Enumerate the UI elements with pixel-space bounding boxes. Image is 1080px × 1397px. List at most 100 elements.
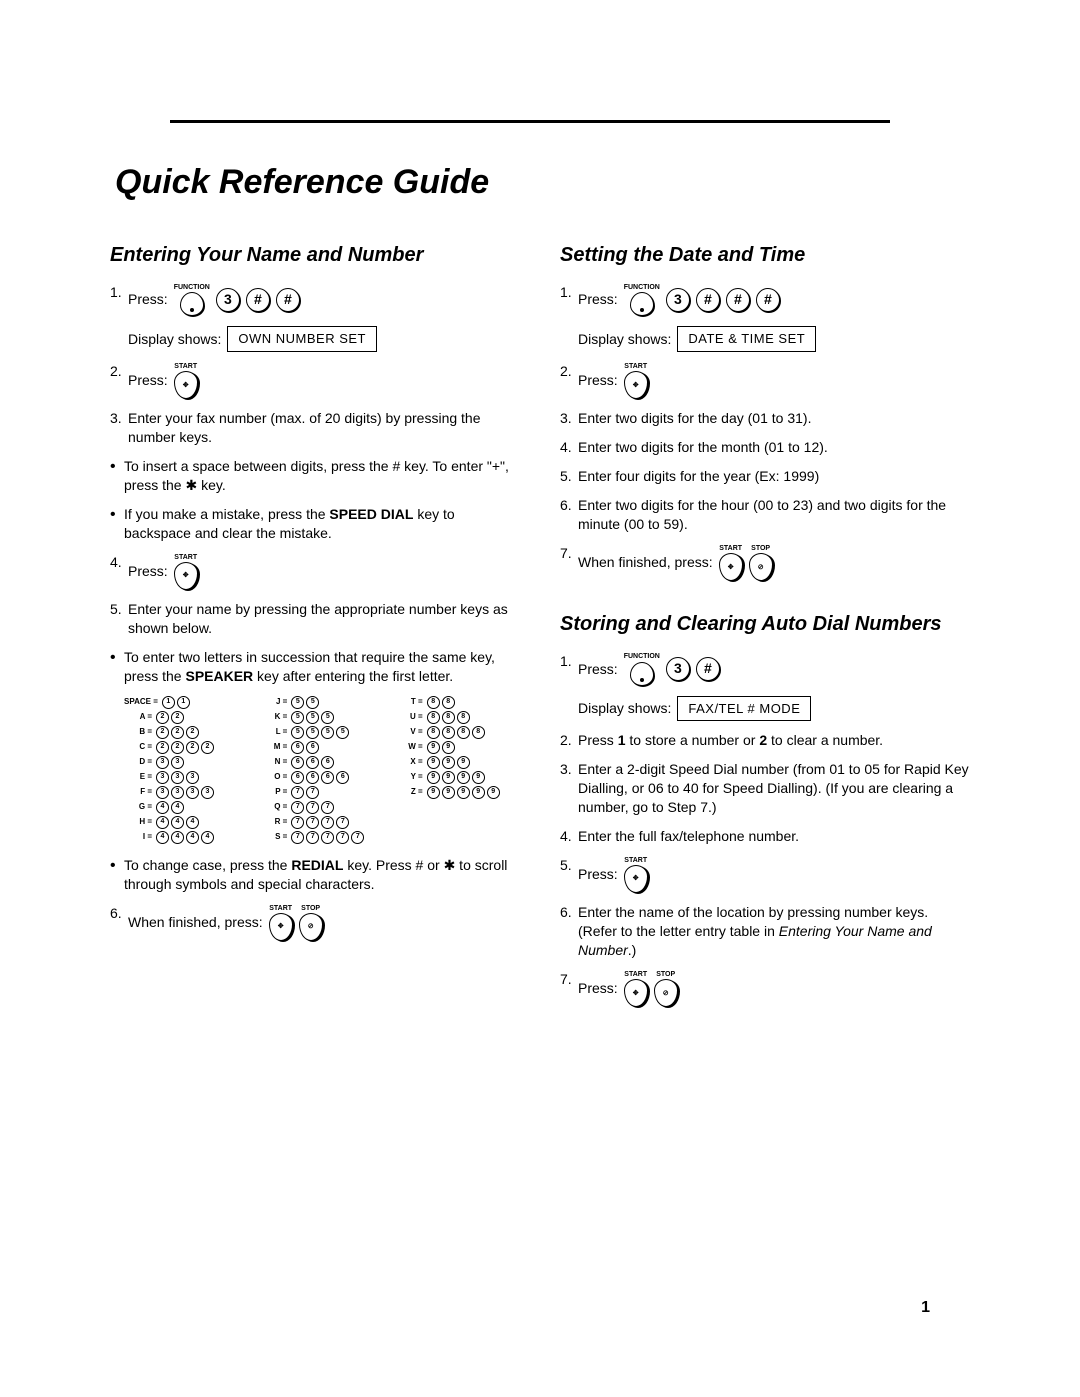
sec1-step4: 4. Press: START ✥ (110, 553, 520, 590)
sec3-step5: 5. Press: START ✥ (560, 856, 970, 893)
start-icon: ✥ (174, 562, 198, 590)
tiny-key: 3 (156, 786, 169, 799)
start-button: START ✥ (174, 553, 198, 590)
letter-table-row: Z =99999 (395, 786, 520, 799)
tiny-key: 9 (442, 756, 455, 769)
tiny-key: 2 (156, 711, 169, 724)
bullet-text: To insert a space between digits, press … (124, 458, 509, 493)
letter-label: M = (259, 742, 289, 753)
tiny-key: 6 (321, 771, 334, 784)
letter-table-row: A =22 (124, 711, 249, 724)
tiny-key: 5 (306, 696, 319, 709)
tiny-key: 9 (457, 771, 470, 784)
tiny-key: 6 (306, 741, 319, 754)
tiny-key: 8 (442, 711, 455, 724)
tiny-key: 2 (156, 741, 169, 754)
bullet-text: key. Press # or (343, 857, 443, 873)
letter-label: R = (259, 817, 289, 828)
tiny-key: 9 (427, 756, 440, 769)
tiny-key: 2 (171, 711, 184, 724)
sec1-step1: 1. Press: FUNCTION 3 # # (110, 283, 520, 316)
columns: Entering Your Name and Number 1. Press: … (110, 242, 970, 1017)
tiny-key: 9 (427, 741, 440, 754)
tiny-key: 4 (186, 831, 199, 844)
start-icon: ✥ (624, 371, 648, 399)
key-hash: # (246, 288, 270, 312)
column-left: Entering Your Name and Number 1. Press: … (110, 242, 520, 1017)
letter-table-row: K =555 (259, 711, 384, 724)
start-icon: ✥ (269, 913, 293, 941)
letter-table-row: T =88 (395, 696, 520, 709)
start-label: START (719, 544, 742, 553)
tiny-key: 9 (472, 771, 485, 784)
letter-label: U = (395, 712, 425, 723)
start-button: START ✥ (269, 904, 293, 941)
letter-label: X = (395, 757, 425, 768)
letter-label: A = (124, 712, 154, 723)
letter-table-row: U =888 (395, 711, 520, 724)
letter-table-row: G =44 (124, 801, 249, 814)
start-button: START ✥ (719, 544, 743, 581)
key-hash: # (696, 288, 720, 312)
tiny-key: 5 (321, 726, 334, 739)
step-num: 4. (110, 553, 128, 572)
tiny-key: 7 (321, 801, 334, 814)
tiny-key: 2 (156, 726, 169, 739)
key-hash: # (276, 288, 300, 312)
letter-table-row: C =2222 (124, 741, 249, 754)
page: Quick Reference Guide Entering Your Name… (0, 0, 1080, 1397)
step-num: 1. (560, 283, 578, 302)
stop-button: STOP ⊘ (299, 904, 323, 941)
bullet-text: key after entering the first letter. (253, 668, 453, 684)
step-text: Press: (128, 290, 168, 309)
letter-table-row (395, 816, 520, 829)
letter-label: E = (124, 772, 154, 783)
step-num: 3. (560, 409, 578, 428)
tiny-key: 7 (336, 831, 349, 844)
display-label: Display shows: (128, 330, 221, 349)
letter-label: Q = (259, 802, 289, 813)
tiny-key: 9 (487, 786, 500, 799)
letter-label: W = (395, 742, 425, 753)
tiny-key: 5 (336, 726, 349, 739)
tiny-key: 7 (336, 816, 349, 829)
step-text: Press: (128, 371, 168, 390)
step-num: 2. (110, 362, 128, 381)
tiny-key: 9 (427, 786, 440, 799)
bullet-icon (110, 648, 124, 686)
step-text: When finished, press: (128, 913, 263, 932)
page-number: 1 (921, 1299, 930, 1317)
step-text: to store a number or (625, 732, 759, 748)
tiny-key: 1 (177, 696, 190, 709)
tiny-key: 2 (171, 726, 184, 739)
tiny-key: 8 (442, 726, 455, 739)
letter-table-row: L =5555 (259, 726, 384, 739)
sec2-step6: 6. Enter two digits for the hour (00 to … (560, 496, 970, 534)
step-text: Enter the full fax/telephone number. (578, 827, 970, 846)
tiny-key: 2 (186, 726, 199, 739)
letter-label: H = (124, 817, 154, 828)
tiny-key: 3 (171, 756, 184, 769)
start-button: START ✥ (624, 856, 648, 893)
tiny-key: 8 (457, 726, 470, 739)
tiny-key: 5 (291, 726, 304, 739)
sec3-step2: 2. Press 1 to store a number or 2 to cle… (560, 731, 970, 750)
tiny-key: 3 (156, 756, 169, 769)
tiny-key: 3 (186, 786, 199, 799)
tiny-key: 7 (306, 816, 319, 829)
tiny-key: 9 (427, 771, 440, 784)
start-icon: ✥ (719, 553, 743, 581)
letter-label: G = (124, 802, 154, 813)
letter-table-row: M =66 (259, 741, 384, 754)
bullet-text: key. (197, 477, 226, 493)
sec2-display1: Display shows: DATE & TIME SET (560, 326, 970, 352)
tiny-key: 7 (306, 801, 319, 814)
function-button: FUNCTION (624, 283, 660, 316)
tiny-key: 6 (291, 756, 304, 769)
tiny-key: 6 (306, 771, 319, 784)
stop-icon: ⊘ (654, 979, 678, 1007)
letter-table-row: O =6666 (259, 771, 384, 784)
step-num: 4. (560, 438, 578, 457)
letter-label: L = (259, 727, 289, 738)
section1-heading: Entering Your Name and Number (110, 242, 520, 269)
